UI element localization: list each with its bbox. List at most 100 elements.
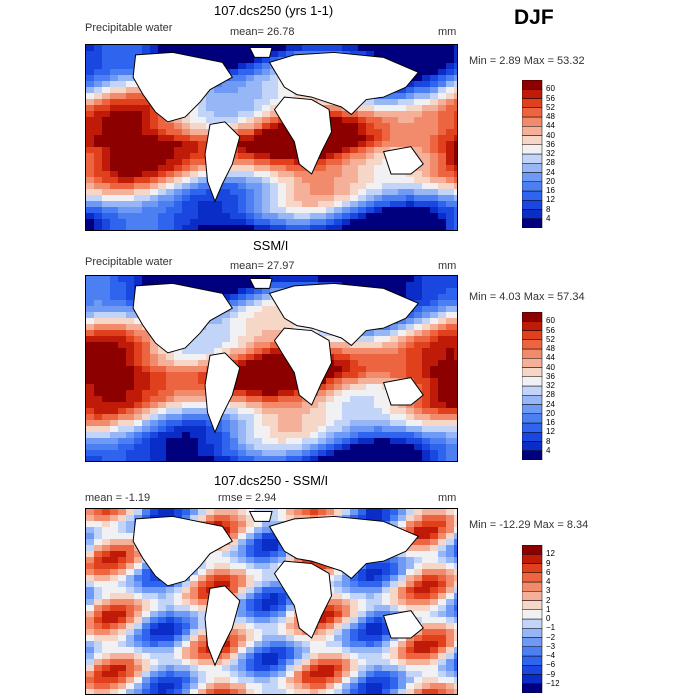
field-cell [134,683,143,690]
field-cell [278,665,287,672]
field-cell [326,617,335,624]
field-cell [278,195,287,202]
field-cell [118,527,127,534]
field-cell [238,93,247,100]
field-cell [262,444,271,451]
field-cell [110,288,119,295]
field-cell [326,569,335,576]
field-cell [430,432,439,439]
field-cell [438,354,447,361]
field-cell [270,438,279,445]
colorbar-swatch [521,163,543,173]
field-cell [86,159,95,166]
field-cell [230,93,239,100]
field-cell [238,342,247,349]
field-cell [406,177,415,184]
field-cell [422,599,431,606]
field-cell [406,605,415,612]
field-cell [326,195,335,202]
field-cell [238,420,247,427]
field-cell [166,438,175,445]
field-cell [230,408,239,415]
field-cell [230,539,239,546]
field-cell [110,195,119,202]
field-cell [182,450,191,457]
field-cell [270,378,279,385]
continent-outline [248,510,273,522]
field-cell [350,384,359,391]
field-cell [398,605,407,612]
field-cell [430,689,439,694]
field-cell [118,225,127,230]
field-cell [102,456,111,461]
field-cell [134,623,143,630]
field-cell [174,605,183,612]
field-cell [158,189,167,196]
field-cell [342,213,351,220]
panel-2-map [85,275,458,462]
field-cell [358,671,367,678]
field-cell [334,390,343,397]
field-cell [270,569,279,576]
field-cell [142,611,151,618]
field-cell [430,521,439,528]
field-cell [190,354,199,361]
field-cell [438,521,447,528]
field-cell [134,99,143,106]
field-cell [326,219,335,226]
field-cell [254,366,263,373]
field-cell [238,219,247,226]
field-cell [190,396,199,403]
continent-outline [132,51,234,123]
field-cell [286,659,295,666]
field-cell [270,165,279,172]
field-cell [198,653,207,660]
field-cell [294,438,303,445]
field-cell [230,396,239,403]
field-cell [406,647,415,654]
field-cell [198,201,207,208]
field-cell [110,318,119,325]
field-cell [150,135,159,142]
field-cell [318,689,327,694]
field-cell [238,165,247,172]
field-cell [86,201,95,208]
field-cell [294,683,303,690]
field-cell [358,623,367,630]
field-cell [158,213,167,220]
field-cell [110,665,119,672]
field-cell [342,438,351,445]
field-cell [190,159,199,166]
field-cell [246,665,255,672]
field-cell [198,647,207,654]
field-cell [190,189,199,196]
field-cell [198,51,207,58]
field-cell [230,641,239,648]
panel-3-title: 107.dcs250 - SSM/I [214,473,329,488]
field-cell [294,408,303,415]
field-cell [358,171,367,178]
field-cell [438,159,447,166]
field-cell [94,629,103,636]
field-cell [294,324,303,331]
field-cell [238,63,247,70]
field-cell [446,300,455,307]
field-cell [406,330,415,337]
panel-3-minmax: Min = -12.29 Max = 8.34 [469,519,589,531]
field-cell [310,45,319,52]
field-cell [110,683,119,690]
field-cell [358,111,367,118]
field-cell [278,432,287,439]
field-cell [414,545,423,552]
field-cell [294,456,303,461]
field-cell [134,147,143,154]
field-cell [110,456,119,461]
field-cell [174,117,183,124]
field-cell [422,75,431,82]
field-cell [222,312,231,319]
field-cell [454,105,457,112]
field-cell [246,366,255,373]
field-cell [390,342,399,349]
field-cell [414,324,423,331]
field-cell [270,605,279,612]
